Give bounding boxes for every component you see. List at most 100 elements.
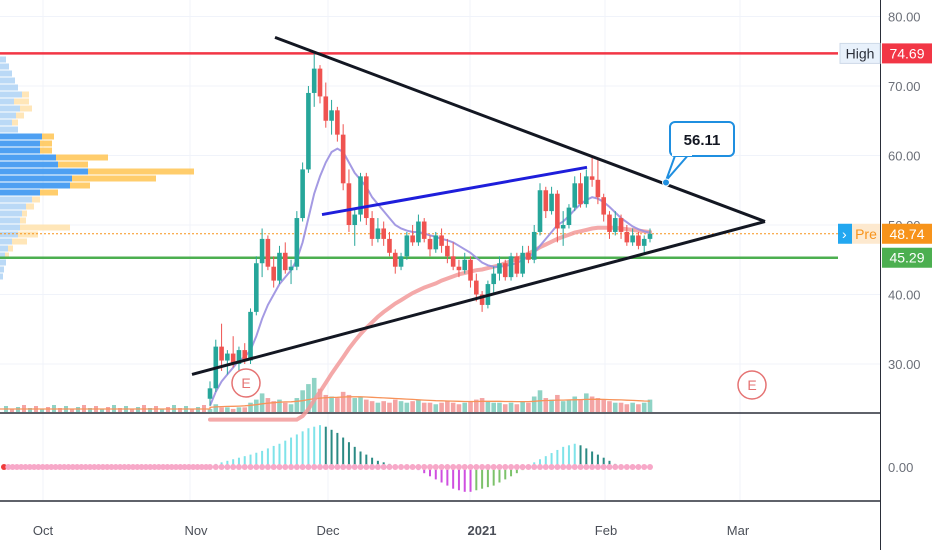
squeeze-dot <box>299 464 306 470</box>
volume-bar <box>317 388 323 412</box>
volume-bar <box>219 407 224 412</box>
candle-body <box>526 252 531 260</box>
squeeze-dot <box>293 464 300 470</box>
squeeze-dot <box>438 464 445 470</box>
volume-bars <box>0 377 653 412</box>
squeeze-dot <box>5 464 12 470</box>
momentum-bar <box>266 448 269 467</box>
candle-body <box>381 228 386 239</box>
squeeze-dot <box>235 464 242 470</box>
time-axis[interactable]: Oct Nov Dec 2021 Feb Mar <box>33 523 750 538</box>
volume-bar <box>502 404 508 412</box>
squeeze-dot <box>427 464 433 470</box>
squeeze-dot <box>635 464 642 470</box>
squeeze-dot <box>241 464 248 470</box>
volume-bar <box>508 402 514 412</box>
candle-body <box>346 183 352 225</box>
momentum-bar <box>515 467 518 474</box>
profile-bar-down <box>88 168 194 175</box>
squeeze-dot <box>270 464 277 470</box>
support-value: 45.29 <box>889 250 924 266</box>
volume-bar <box>294 398 300 412</box>
momentum-bar <box>342 437 345 467</box>
volume-bar <box>130 409 134 412</box>
volume-bar <box>346 394 352 412</box>
candle-body <box>340 134 346 184</box>
momentum-bar <box>504 467 507 480</box>
momentum-bar <box>376 460 379 467</box>
volume-bar <box>450 402 456 412</box>
volume-bar <box>271 401 276 412</box>
earnings-marker <box>737 370 767 400</box>
momentum-bar <box>463 467 466 492</box>
volume-bar <box>40 409 44 412</box>
candle-body <box>502 263 508 278</box>
squeeze-dot <box>276 464 283 470</box>
squeeze-dot <box>484 464 491 470</box>
momentum-bar <box>539 459 541 467</box>
profile-bar-down <box>70 182 90 189</box>
profile-bar-up <box>0 175 72 182</box>
squeeze-dot <box>490 464 497 470</box>
profile-bar-up <box>0 63 9 70</box>
momentum-bar <box>232 459 235 467</box>
squeeze-dot <box>194 464 201 470</box>
y-tick-label: 80.00 <box>888 10 921 25</box>
squeeze-dot <box>508 464 515 470</box>
momentum-bar <box>330 429 333 467</box>
volume-bar <box>340 391 346 412</box>
profile-bar-up <box>0 245 8 252</box>
momentum-bar <box>237 457 240 467</box>
price-callout[interactable]: 56.11 <box>662 121 735 187</box>
volume-bar <box>28 408 32 412</box>
candle-body <box>491 273 496 285</box>
profile-bar-down <box>40 140 52 147</box>
trend-drawings[interactable] <box>191 35 766 376</box>
momentum-bar <box>301 431 304 467</box>
momentum-bar <box>272 445 275 467</box>
candle-body <box>300 169 305 219</box>
volume-bar <box>526 402 531 412</box>
squeeze-dot <box>264 464 271 470</box>
squeeze-dot <box>641 464 648 470</box>
squeeze-dot <box>473 464 480 470</box>
profile-bar-up <box>0 119 12 126</box>
candle-body <box>364 176 369 219</box>
momentum-bar <box>544 456 547 467</box>
candle-body <box>265 238 271 267</box>
squeeze-dot <box>104 464 111 470</box>
momentum-bar <box>307 428 310 467</box>
volume-bar <box>595 398 601 412</box>
momentum-bar <box>324 426 327 467</box>
volume-bar <box>190 409 194 412</box>
profile-bar-down <box>40 189 58 196</box>
channel-line <box>321 165 588 217</box>
callout-anchor-dot <box>662 178 670 187</box>
volume-bar <box>259 393 265 412</box>
candle-body <box>242 350 248 361</box>
candle-body <box>479 294 485 305</box>
volume-bar <box>230 408 236 412</box>
volume-bar <box>248 402 253 412</box>
momentum-bar <box>591 451 594 467</box>
momentum-bar <box>261 450 264 467</box>
volume-bar <box>364 399 369 412</box>
candle-body <box>207 388 213 399</box>
volume-bar <box>468 401 473 412</box>
squeeze-dot <box>467 464 474 470</box>
candle-body <box>271 266 276 281</box>
candle-body <box>416 221 421 243</box>
squeeze-dot <box>164 464 171 470</box>
squeeze-dot <box>9 464 16 470</box>
high-tag-label: High <box>846 45 875 61</box>
pre-tag-box <box>852 223 880 244</box>
profile-bar-up <box>0 91 22 98</box>
candle-body <box>277 252 282 281</box>
callout-joint <box>672 152 692 156</box>
squeeze-dot <box>69 464 76 470</box>
squeeze-dot <box>181 464 188 470</box>
profile-bar-up <box>0 259 6 266</box>
squeeze-dot <box>35 464 42 470</box>
